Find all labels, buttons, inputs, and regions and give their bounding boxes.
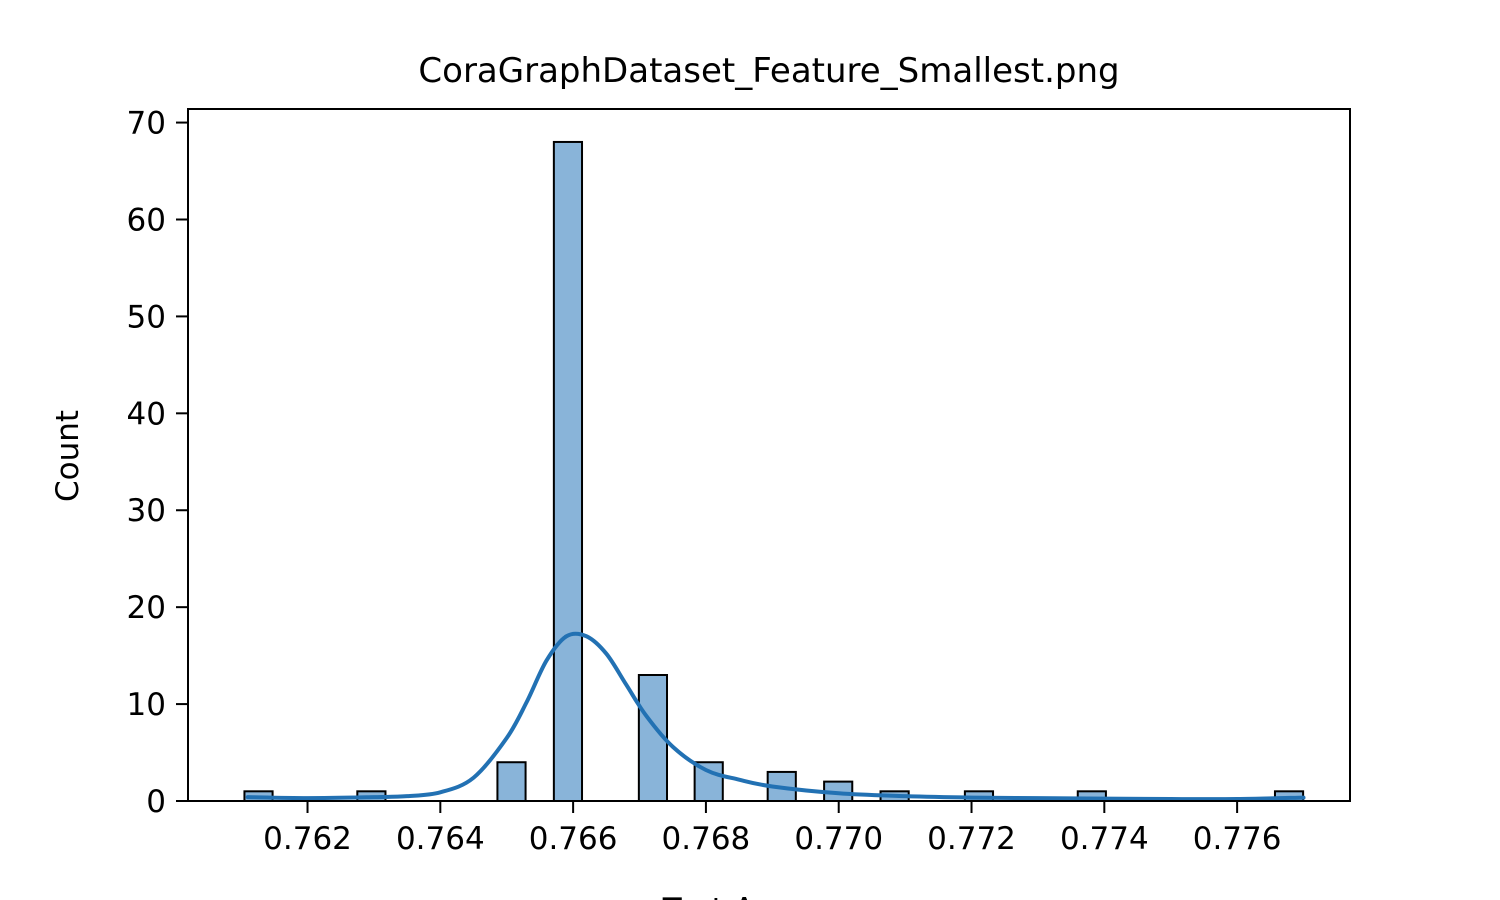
x-tick-label: 0.766 (529, 821, 618, 857)
x-axis-label: Test Accuracy (662, 892, 875, 900)
x-tick-label: 0.776 (1193, 821, 1282, 857)
chart-title: CoraGraphDataset_Feature_Smallest.png (418, 51, 1119, 91)
kde-curve (245, 631, 1306, 802)
x-tick-label: 0.768 (662, 821, 751, 857)
y-tick-label: 40 (127, 396, 166, 432)
y-tick-label: 70 (127, 106, 166, 142)
bars-group (243, 140, 1305, 803)
histogram-bar (496, 761, 527, 802)
x-axis: 0.762 0.764 0.766 0.768 0.770 0.772 0.774 0.776 (263, 801, 1281, 857)
y-axis: 0 10 20 30 40 50 60 70 (127, 106, 188, 820)
plot-frame (187, 108, 1351, 802)
y-tick-label: 30 (127, 493, 166, 529)
y-tick-label: 50 (127, 299, 166, 335)
histogram-bar (552, 140, 584, 802)
x-tick-label: 0.774 (1060, 821, 1149, 857)
x-tick-label: 0.762 (263, 821, 352, 857)
y-tick-label: 0 (146, 784, 166, 820)
x-tick-label: 0.772 (927, 821, 1016, 857)
y-tick-label: 60 (127, 202, 166, 238)
x-tick-label: 0.764 (396, 821, 485, 857)
y-axis-label: Count (50, 410, 86, 502)
y-tick-label: 10 (127, 687, 166, 723)
x-tick-label: 0.770 (794, 821, 883, 857)
y-tick-label: 20 (127, 590, 166, 626)
